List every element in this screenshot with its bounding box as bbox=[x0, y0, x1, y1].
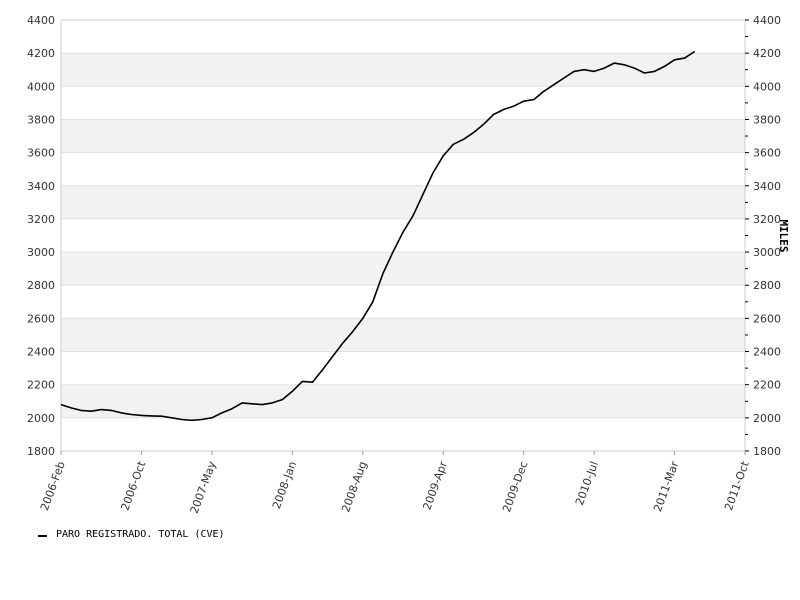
y-tick-label-right: 2800 bbox=[753, 279, 781, 292]
x-tick-label: 2006-Feb bbox=[38, 460, 68, 513]
y-tick-label-right: 3800 bbox=[753, 113, 781, 126]
x-tick-label: 2010-Jul bbox=[573, 460, 601, 508]
grid-band bbox=[61, 417, 745, 451]
y-axis-title: MILES bbox=[777, 219, 790, 252]
y-tick-label: 2600 bbox=[27, 312, 55, 325]
y-tick-label-right: 2200 bbox=[753, 379, 781, 392]
grid-band bbox=[61, 119, 745, 153]
y-tick-label: 2400 bbox=[27, 346, 55, 359]
y-tick-label: 3000 bbox=[27, 246, 55, 259]
x-tick-label: 2009-Dec bbox=[500, 460, 530, 514]
x-tick-label: 2007-May bbox=[188, 459, 219, 515]
grid-band bbox=[61, 86, 745, 120]
grid-band bbox=[61, 20, 745, 54]
y-tick-label-right: 2400 bbox=[753, 346, 781, 359]
y-tick-label: 4400 bbox=[27, 14, 55, 27]
y-tick-label-right: 3200 bbox=[753, 213, 781, 226]
legend-label: PARO REGISTRADO. TOTAL (CVE) bbox=[56, 529, 225, 540]
y-tick-label: 2000 bbox=[27, 412, 55, 425]
grid-band bbox=[61, 152, 745, 186]
y-tick-label-right: 1800 bbox=[753, 445, 781, 458]
y-tick-label: 2800 bbox=[27, 279, 55, 292]
legend: PARO REGISTRADO. TOTAL (CVE) bbox=[38, 529, 225, 540]
y-tick-label: 3200 bbox=[27, 213, 55, 226]
grid-band bbox=[61, 218, 745, 253]
x-tick-label: 2009-Apr bbox=[420, 459, 450, 512]
x-axis-labels: 2006-Feb 2006-Oct 2007-May 2008-Jan 2008-Aug… bbox=[38, 459, 752, 516]
y-tick-label-right: 4400 bbox=[753, 14, 781, 27]
x-tick-label: 2006-Oct bbox=[119, 459, 149, 512]
grid-band bbox=[61, 53, 745, 87]
y-tick-label: 4200 bbox=[27, 47, 55, 60]
y-tick-label: 1800 bbox=[27, 445, 55, 458]
grid-band bbox=[61, 285, 745, 319]
grid-band bbox=[61, 252, 745, 286]
y-tick-label-right: 4000 bbox=[753, 80, 781, 93]
series-line bbox=[60, 50, 696, 422]
y-tick-label-right: 4200 bbox=[753, 47, 781, 60]
y-tick-label: 3600 bbox=[27, 147, 55, 160]
y-tick-label-right: 3400 bbox=[753, 180, 781, 193]
series-layer bbox=[60, 50, 696, 422]
y-tick-label-right: 2600 bbox=[753, 312, 781, 325]
y-tick-label-right: 3000 bbox=[753, 246, 781, 259]
y-tick-label: 3400 bbox=[27, 180, 55, 193]
x-tick-label: 2008-Jan bbox=[270, 460, 299, 511]
y-axis-left-labels: 1800 2000 2200 2400 2600 2800 3000 3200 3400 3600… bbox=[27, 14, 55, 458]
y-axis-right-labels: 1800 2000 2200 2400 2600 2800 3000 3200 3400 3600… bbox=[753, 14, 781, 458]
y-tick-label-right: 2000 bbox=[753, 412, 781, 425]
y-tick-label: 3800 bbox=[27, 113, 55, 126]
grid-band bbox=[61, 351, 745, 385]
x-tick-label: 2011-Oct bbox=[722, 459, 752, 512]
x-tick-label: 2011-Mar bbox=[651, 459, 681, 513]
x-tick-label: 2008-Aug bbox=[339, 460, 369, 514]
grid-band bbox=[61, 318, 745, 352]
y-tick-label-right: 3600 bbox=[753, 147, 781, 160]
grid-band bbox=[61, 185, 745, 219]
grid-band bbox=[61, 384, 745, 418]
tick-marks bbox=[60, 19, 749, 455]
y-tick-label: 4000 bbox=[27, 80, 55, 93]
grid-bands bbox=[61, 19, 745, 452]
y-tick-label: 2200 bbox=[27, 379, 55, 392]
